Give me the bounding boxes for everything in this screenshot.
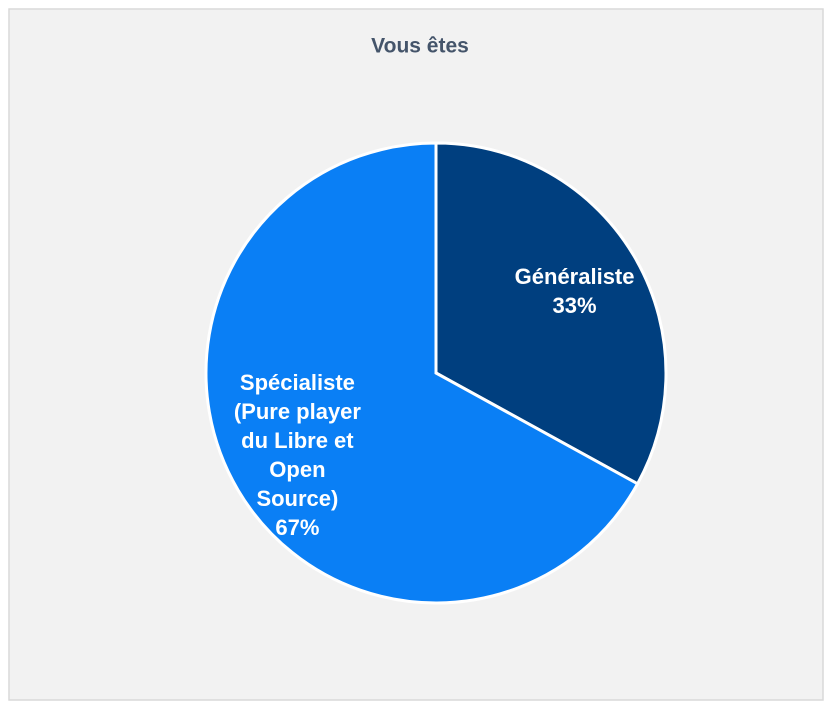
slice-value: 33%	[552, 293, 597, 319]
slice-value: 67%	[275, 514, 320, 540]
slice-label: Spécialiste (Pure player du Libre et Ope…	[227, 368, 367, 542]
pie-slice	[204, 141, 640, 605]
slice-label: Généraliste 33%	[505, 262, 645, 320]
pie-slice	[434, 141, 668, 486]
slice-category: Spécialiste (Pure player du Libre et Ope…	[233, 369, 361, 511]
chart-title: Vous êtes	[371, 35, 469, 58]
slice-category: Généraliste	[514, 264, 635, 290]
